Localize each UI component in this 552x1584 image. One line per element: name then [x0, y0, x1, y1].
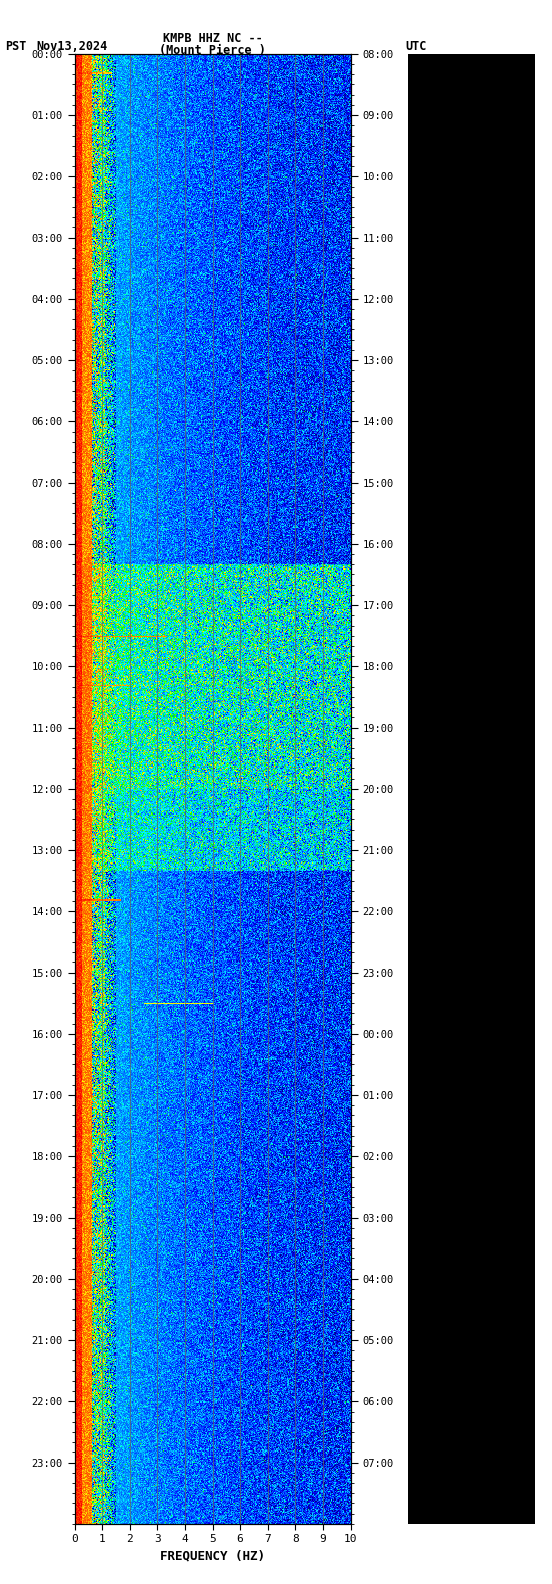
- Text: UTC: UTC: [406, 40, 427, 52]
- Text: (Mount Pierce ): (Mount Pierce ): [159, 44, 266, 57]
- Text: KMPB HHZ NC --: KMPB HHZ NC --: [163, 32, 262, 44]
- Text: PST: PST: [6, 40, 27, 52]
- X-axis label: FREQUENCY (HZ): FREQUENCY (HZ): [160, 1549, 265, 1563]
- Text: Nov13,2024: Nov13,2024: [36, 40, 107, 52]
